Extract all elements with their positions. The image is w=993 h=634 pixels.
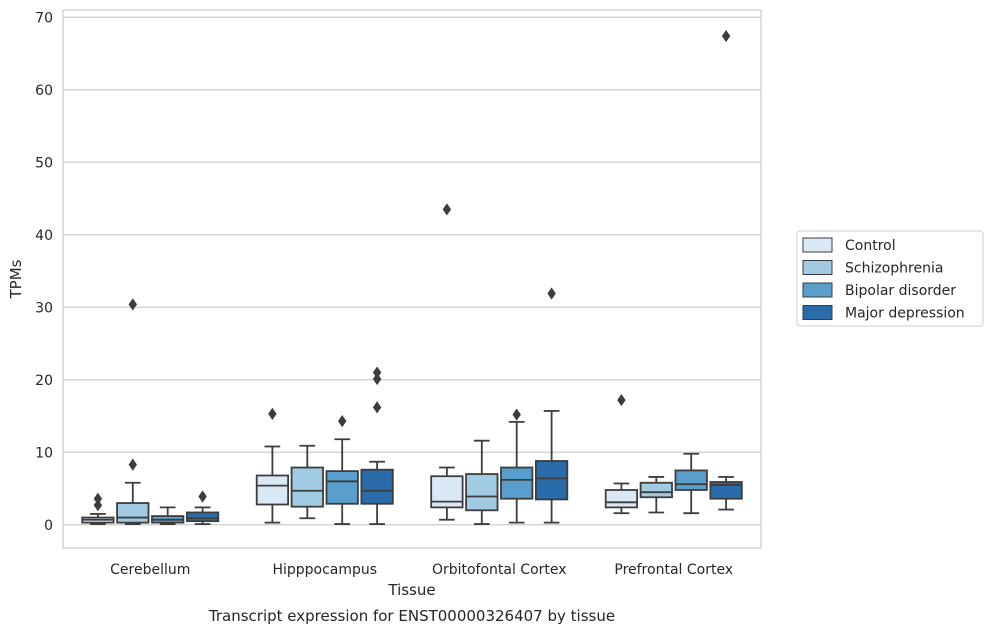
box-iqr (500, 466, 534, 500)
box (290, 444, 324, 520)
box (500, 408, 534, 524)
outlier-point (93, 499, 103, 512)
legend-swatch (802, 282, 833, 298)
box-iqr (674, 469, 708, 491)
outlier-point (372, 372, 382, 386)
x-tick-label: Orbitofontal Cortex (432, 562, 567, 578)
outlier-point (337, 415, 347, 428)
box (255, 407, 290, 524)
box-iqr (465, 473, 499, 512)
outlier-point (512, 408, 521, 421)
legend-frame (796, 230, 984, 327)
box (534, 287, 569, 524)
legend-label: Control (845, 238, 896, 254)
plot-frame (62, 9, 762, 549)
x-tick-label: Cerebellum (110, 562, 190, 578)
boxes (81, 30, 743, 525)
outlier-point (268, 407, 277, 420)
outlier-point (617, 394, 626, 407)
legend-label: Major depression (845, 306, 965, 322)
legend-swatch (802, 237, 833, 253)
box-iqr (604, 489, 639, 509)
outlier-point (721, 30, 731, 43)
box (185, 490, 220, 525)
y-tick-label: 30 (35, 300, 53, 316)
box (81, 492, 115, 525)
outlier-point (547, 287, 556, 300)
y-tick-label: 70 (35, 10, 53, 26)
box (430, 203, 464, 521)
y-axis-label: TPMs (7, 259, 25, 299)
legend-swatch (802, 305, 833, 320)
box-iqr (534, 460, 569, 501)
outlier-point (372, 401, 382, 414)
x-tick-label: Prefrontal Cortex (614, 562, 733, 578)
box (639, 476, 673, 514)
outlier-point (128, 298, 138, 311)
x-tick-label: Hipppocampus (272, 562, 377, 578)
box-iqr (639, 481, 673, 499)
outlier-point (198, 490, 207, 503)
box-iqr (255, 474, 290, 506)
y-tick-label: 20 (35, 373, 53, 389)
box-iqr (185, 511, 220, 523)
grid-lines (63, 16, 761, 526)
outlier-point (128, 458, 138, 471)
box-iqr (325, 470, 359, 505)
x-axis-label: Tissue (387, 581, 435, 599)
box (151, 506, 185, 525)
box (674, 452, 708, 515)
chart-caption: Transcript expression for ENST0000032640… (208, 607, 615, 625)
box (325, 415, 359, 525)
y-tick-label: 10 (35, 445, 53, 461)
box-iqr (430, 475, 464, 509)
y-tick-label: 40 (35, 228, 53, 244)
box-iqr (360, 468, 394, 505)
box-iqr (116, 502, 150, 524)
y-tick-label: 0 (44, 518, 53, 534)
box (465, 439, 499, 525)
legend-label: Bipolar disorder (845, 283, 956, 299)
box (116, 298, 150, 525)
outlier-point (442, 203, 452, 216)
box (709, 30, 743, 511)
outlier-point (93, 492, 103, 505)
legend-swatch (802, 260, 833, 275)
legend-label: Schizophrenia (845, 261, 943, 277)
y-tick-label: 60 (35, 83, 53, 99)
y-tick-label: 50 (35, 155, 53, 171)
box-iqr (709, 481, 743, 500)
x-axis-ticks: Cerebellum Hipppocampus Orbitofontal Corte… (110, 562, 733, 578)
box (604, 394, 639, 515)
y-axis-ticks: 0 10 20 30 40 50 60 70 (35, 10, 53, 534)
box-iqr (290, 466, 324, 508)
outlier-point (372, 366, 382, 379)
legend: Control Schizophrenia Bipolar disorder Majo… (796, 230, 984, 327)
box (360, 366, 394, 525)
